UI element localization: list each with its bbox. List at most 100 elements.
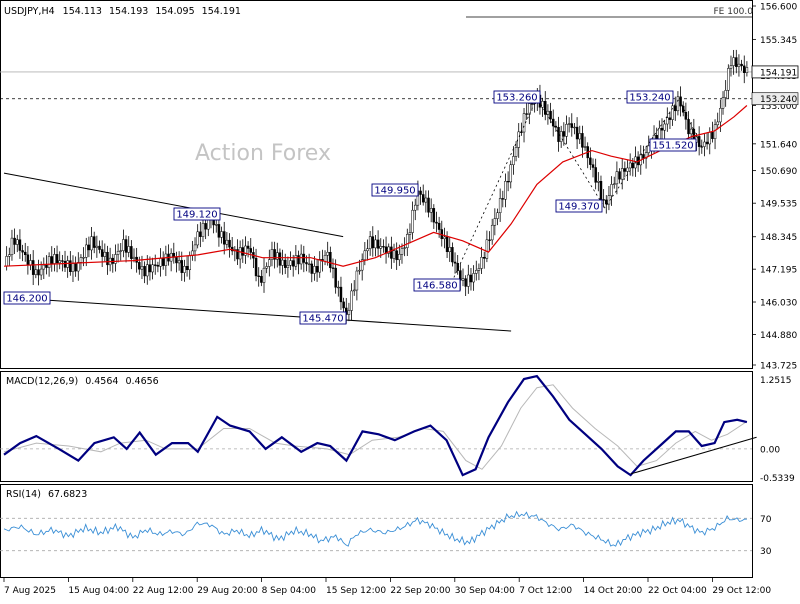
rsi-line[interactable] xyxy=(3,510,747,547)
candle-body xyxy=(496,212,499,219)
price-annotation-box[interactable] xyxy=(371,183,419,197)
candle-body xyxy=(512,156,515,165)
price-annotation-text: 149.950 xyxy=(374,186,415,197)
candle-body xyxy=(591,164,595,168)
candle-body xyxy=(159,258,162,267)
candle-body xyxy=(249,248,252,253)
candle-body xyxy=(623,168,627,172)
candle-body xyxy=(570,123,574,128)
candle-body xyxy=(47,256,51,268)
price-annotation-box[interactable] xyxy=(173,207,221,221)
candle-body xyxy=(602,199,605,201)
candle-body xyxy=(711,131,714,139)
ohlc-close: 154.191 xyxy=(202,6,241,17)
candle-body xyxy=(607,195,611,205)
candle-body xyxy=(305,262,308,265)
candle-body xyxy=(352,289,356,292)
candle-body xyxy=(379,246,383,249)
macd-label: MACD(12,26,9) 0.4564 0.4656 xyxy=(6,376,159,387)
candle-body xyxy=(53,254,56,264)
candle-body xyxy=(684,112,688,120)
macd-tick-label: -0.5339 xyxy=(760,474,795,484)
candle-body xyxy=(724,90,727,98)
candle-body xyxy=(153,264,157,266)
candle-body xyxy=(506,180,510,183)
candle-body xyxy=(350,290,353,311)
candle-body xyxy=(472,273,475,283)
ohlc-high: 154.193 xyxy=(109,6,148,17)
x-tick-label: 22 Oct 04:00 xyxy=(648,586,707,596)
candle-body xyxy=(740,63,743,67)
rsi-tick-label: 30 xyxy=(760,547,772,557)
price-tick-label: 151.640 xyxy=(760,140,797,150)
price-annotation-box[interactable] xyxy=(413,278,461,292)
candle-body xyxy=(74,263,77,272)
price-annotation-text: 145.470 xyxy=(302,314,343,325)
x-tick-label: 29 Aug 20:00 xyxy=(197,586,258,596)
candle-body xyxy=(103,251,107,257)
macd-trendline[interactable] xyxy=(630,436,757,475)
candle-body xyxy=(549,110,552,120)
candle-body xyxy=(578,133,581,140)
price-annotation-box[interactable] xyxy=(649,138,697,152)
candle-body xyxy=(676,96,680,112)
candle-body xyxy=(355,270,359,291)
candle-body xyxy=(204,223,207,230)
marked-level-tag[interactable] xyxy=(751,92,799,106)
candle-body xyxy=(281,259,284,266)
candle-body xyxy=(660,127,664,131)
candle-body xyxy=(132,256,136,259)
price-tick-label: 153.000 xyxy=(760,102,797,112)
price-annotation-box[interactable] xyxy=(493,90,541,104)
candle-body xyxy=(138,262,141,270)
candle-body xyxy=(188,255,191,270)
price-annotation-text: 153.260 xyxy=(496,93,537,104)
candle-body xyxy=(631,162,635,169)
candle-body xyxy=(681,105,685,113)
price-annotation-text: 146.200 xyxy=(6,294,47,305)
price-annotation-box[interactable] xyxy=(555,199,603,213)
x-tick-label: 30 Sep 04:00 xyxy=(455,586,515,596)
candle-body xyxy=(283,259,287,268)
trendline-2[interactable] xyxy=(3,296,512,332)
price-annotation-box[interactable] xyxy=(626,90,674,104)
macd-value-main: 0.4564 xyxy=(85,376,118,387)
candle-body xyxy=(408,232,412,235)
candle-body xyxy=(544,101,547,115)
candle-body xyxy=(530,103,534,105)
price-annotation-box[interactable] xyxy=(3,291,51,305)
candle-body xyxy=(10,237,14,255)
trendline-1[interactable] xyxy=(3,172,344,238)
candle-body xyxy=(34,269,38,275)
price-annotation-text: 151.520 xyxy=(652,141,693,152)
price-tick-label: 155.345 xyxy=(760,36,797,46)
candle-body xyxy=(745,67,749,73)
candle-body xyxy=(437,222,441,230)
candle-body xyxy=(371,236,375,249)
candle-body xyxy=(424,197,428,203)
candle-body xyxy=(79,257,83,263)
candle-body xyxy=(703,141,706,147)
candle-body xyxy=(443,236,446,240)
macd-main-line[interactable] xyxy=(3,374,748,477)
macd-pane[interactable] xyxy=(0,371,753,482)
candle-body xyxy=(559,131,563,142)
price-annotation-box[interactable] xyxy=(299,311,347,325)
wave-count-line[interactable] xyxy=(449,97,703,287)
candle-body xyxy=(705,141,709,145)
candle-body xyxy=(42,264,46,270)
candle-body xyxy=(413,204,417,211)
candle-body xyxy=(222,231,226,245)
candle-body xyxy=(146,264,149,277)
symbol-text: USDJPY,H4 xyxy=(4,6,55,17)
candle-body xyxy=(299,253,303,265)
candle-body xyxy=(8,254,11,257)
current-price-tag[interactable] xyxy=(751,65,799,79)
candle-body xyxy=(737,63,741,67)
candle-body xyxy=(225,239,229,245)
price-annotation-text: 153.240 xyxy=(629,93,670,104)
rsi-series-group xyxy=(0,510,752,552)
candle-body xyxy=(5,256,8,267)
